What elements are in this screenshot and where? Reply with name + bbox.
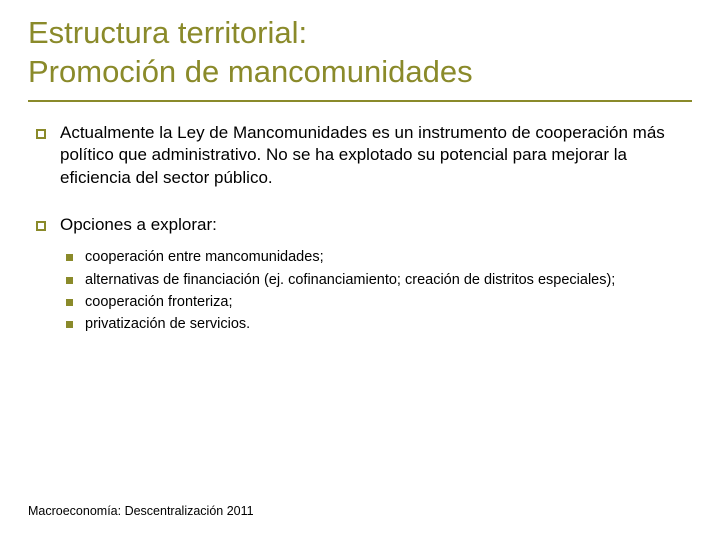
sub-bullet-text: cooperación fronteriza; (85, 292, 233, 312)
slide-title: Estructura territorial: Promoción de man… (28, 14, 692, 92)
square-bullet-icon (66, 321, 73, 328)
sub-bullet-item: cooperación entre mancomunidades; (66, 247, 692, 267)
square-bullet-icon (36, 129, 46, 139)
title-line-1: Estructura territorial: (28, 15, 307, 50)
square-bullet-icon (66, 277, 73, 284)
slide-footer: Macroeconomía: Descentralización 2011 (28, 504, 254, 518)
bullet-text: Opciones a explorar: (60, 214, 217, 237)
sub-bullet-item: cooperación fronteriza; (66, 292, 692, 312)
square-bullet-icon (66, 299, 73, 306)
sub-bullet-text: privatización de servicios. (85, 314, 250, 334)
sub-bullet-item: alternativas de financiación (ej. cofina… (66, 270, 692, 290)
square-bullet-icon (66, 254, 73, 261)
square-bullet-icon (36, 221, 46, 231)
slide: Estructura territorial: Promoción de man… (0, 0, 720, 540)
bullet-item: Opciones a explorar: (36, 214, 692, 237)
sub-bullet-text: alternativas de financiación (ej. cofina… (85, 270, 615, 290)
sub-bullet-list: cooperación entre mancomunidades; altern… (36, 243, 692, 334)
bullet-text: Actualmente la Ley de Mancomunidades es … (60, 122, 692, 191)
title-block: Estructura territorial: Promoción de man… (28, 14, 692, 102)
sub-bullet-item: privatización de servicios. (66, 314, 692, 334)
bullet-item: Actualmente la Ley de Mancomunidades es … (36, 122, 692, 191)
slide-body: Actualmente la Ley de Mancomunidades es … (28, 102, 692, 335)
title-line-2: Promoción de mancomunidades (28, 54, 473, 89)
sub-bullet-text: cooperación entre mancomunidades; (85, 247, 324, 267)
